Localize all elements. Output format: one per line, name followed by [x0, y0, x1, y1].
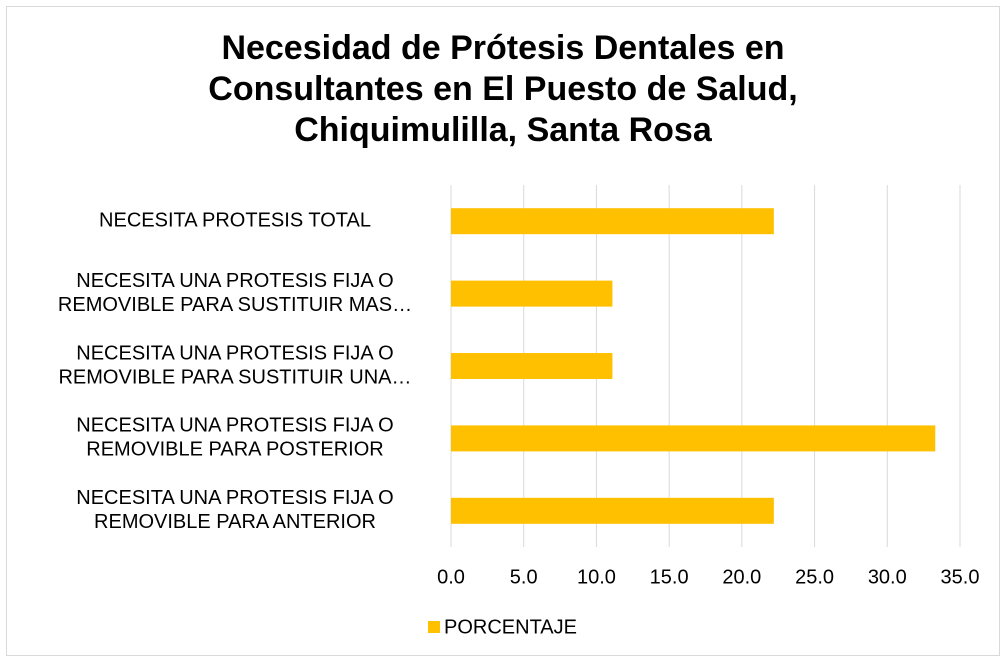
bar — [451, 425, 936, 452]
y-tick-label: REMOVIBLE PARA POSTERIOR — [86, 439, 383, 461]
y-tick-label: NECESITA UNA PROTESIS FIJA O — [76, 487, 393, 509]
x-tick-label: 20.0 — [722, 566, 761, 588]
bar — [451, 497, 774, 524]
y-tick-label: REMOVIBLE PARA SUSTITUIR UNA… — [58, 366, 411, 388]
x-tick-label: 10.0 — [577, 566, 616, 588]
bar — [451, 353, 613, 379]
y-tick-label: REMOVIBLE PARA ANTERIOR — [94, 511, 376, 533]
y-tick-label: NECESITA PROTESIS TOTAL — [99, 209, 371, 231]
y-tick-label: REMOVIBLE PARA SUSTITUIR MAS… — [58, 294, 412, 316]
x-tick-label: 0.0 — [437, 566, 465, 588]
chart-border — [6, 6, 1000, 656]
y-tick-label: NECESITA UNA PROTESIS FIJA O — [76, 415, 393, 437]
y-tick-label: NECESITA UNA PROTESIS FIJA O — [76, 342, 393, 364]
x-tick-label: 30.0 — [868, 566, 907, 588]
x-tick-label: 25.0 — [795, 566, 834, 588]
legend-label: PORCENTAJE — [444, 616, 577, 638]
y-tick-label: NECESITA UNA PROTESIS FIJA O — [76, 270, 393, 292]
x-tick-label: 15.0 — [650, 566, 689, 588]
bar — [451, 280, 613, 307]
bar — [451, 208, 774, 235]
x-tick-label: 5.0 — [510, 566, 538, 588]
legend-swatch — [428, 621, 440, 633]
chart-title: Necesidad de Prótesis Dentales en Consul… — [208, 29, 798, 149]
x-tick-label: 35.0 — [941, 566, 980, 588]
